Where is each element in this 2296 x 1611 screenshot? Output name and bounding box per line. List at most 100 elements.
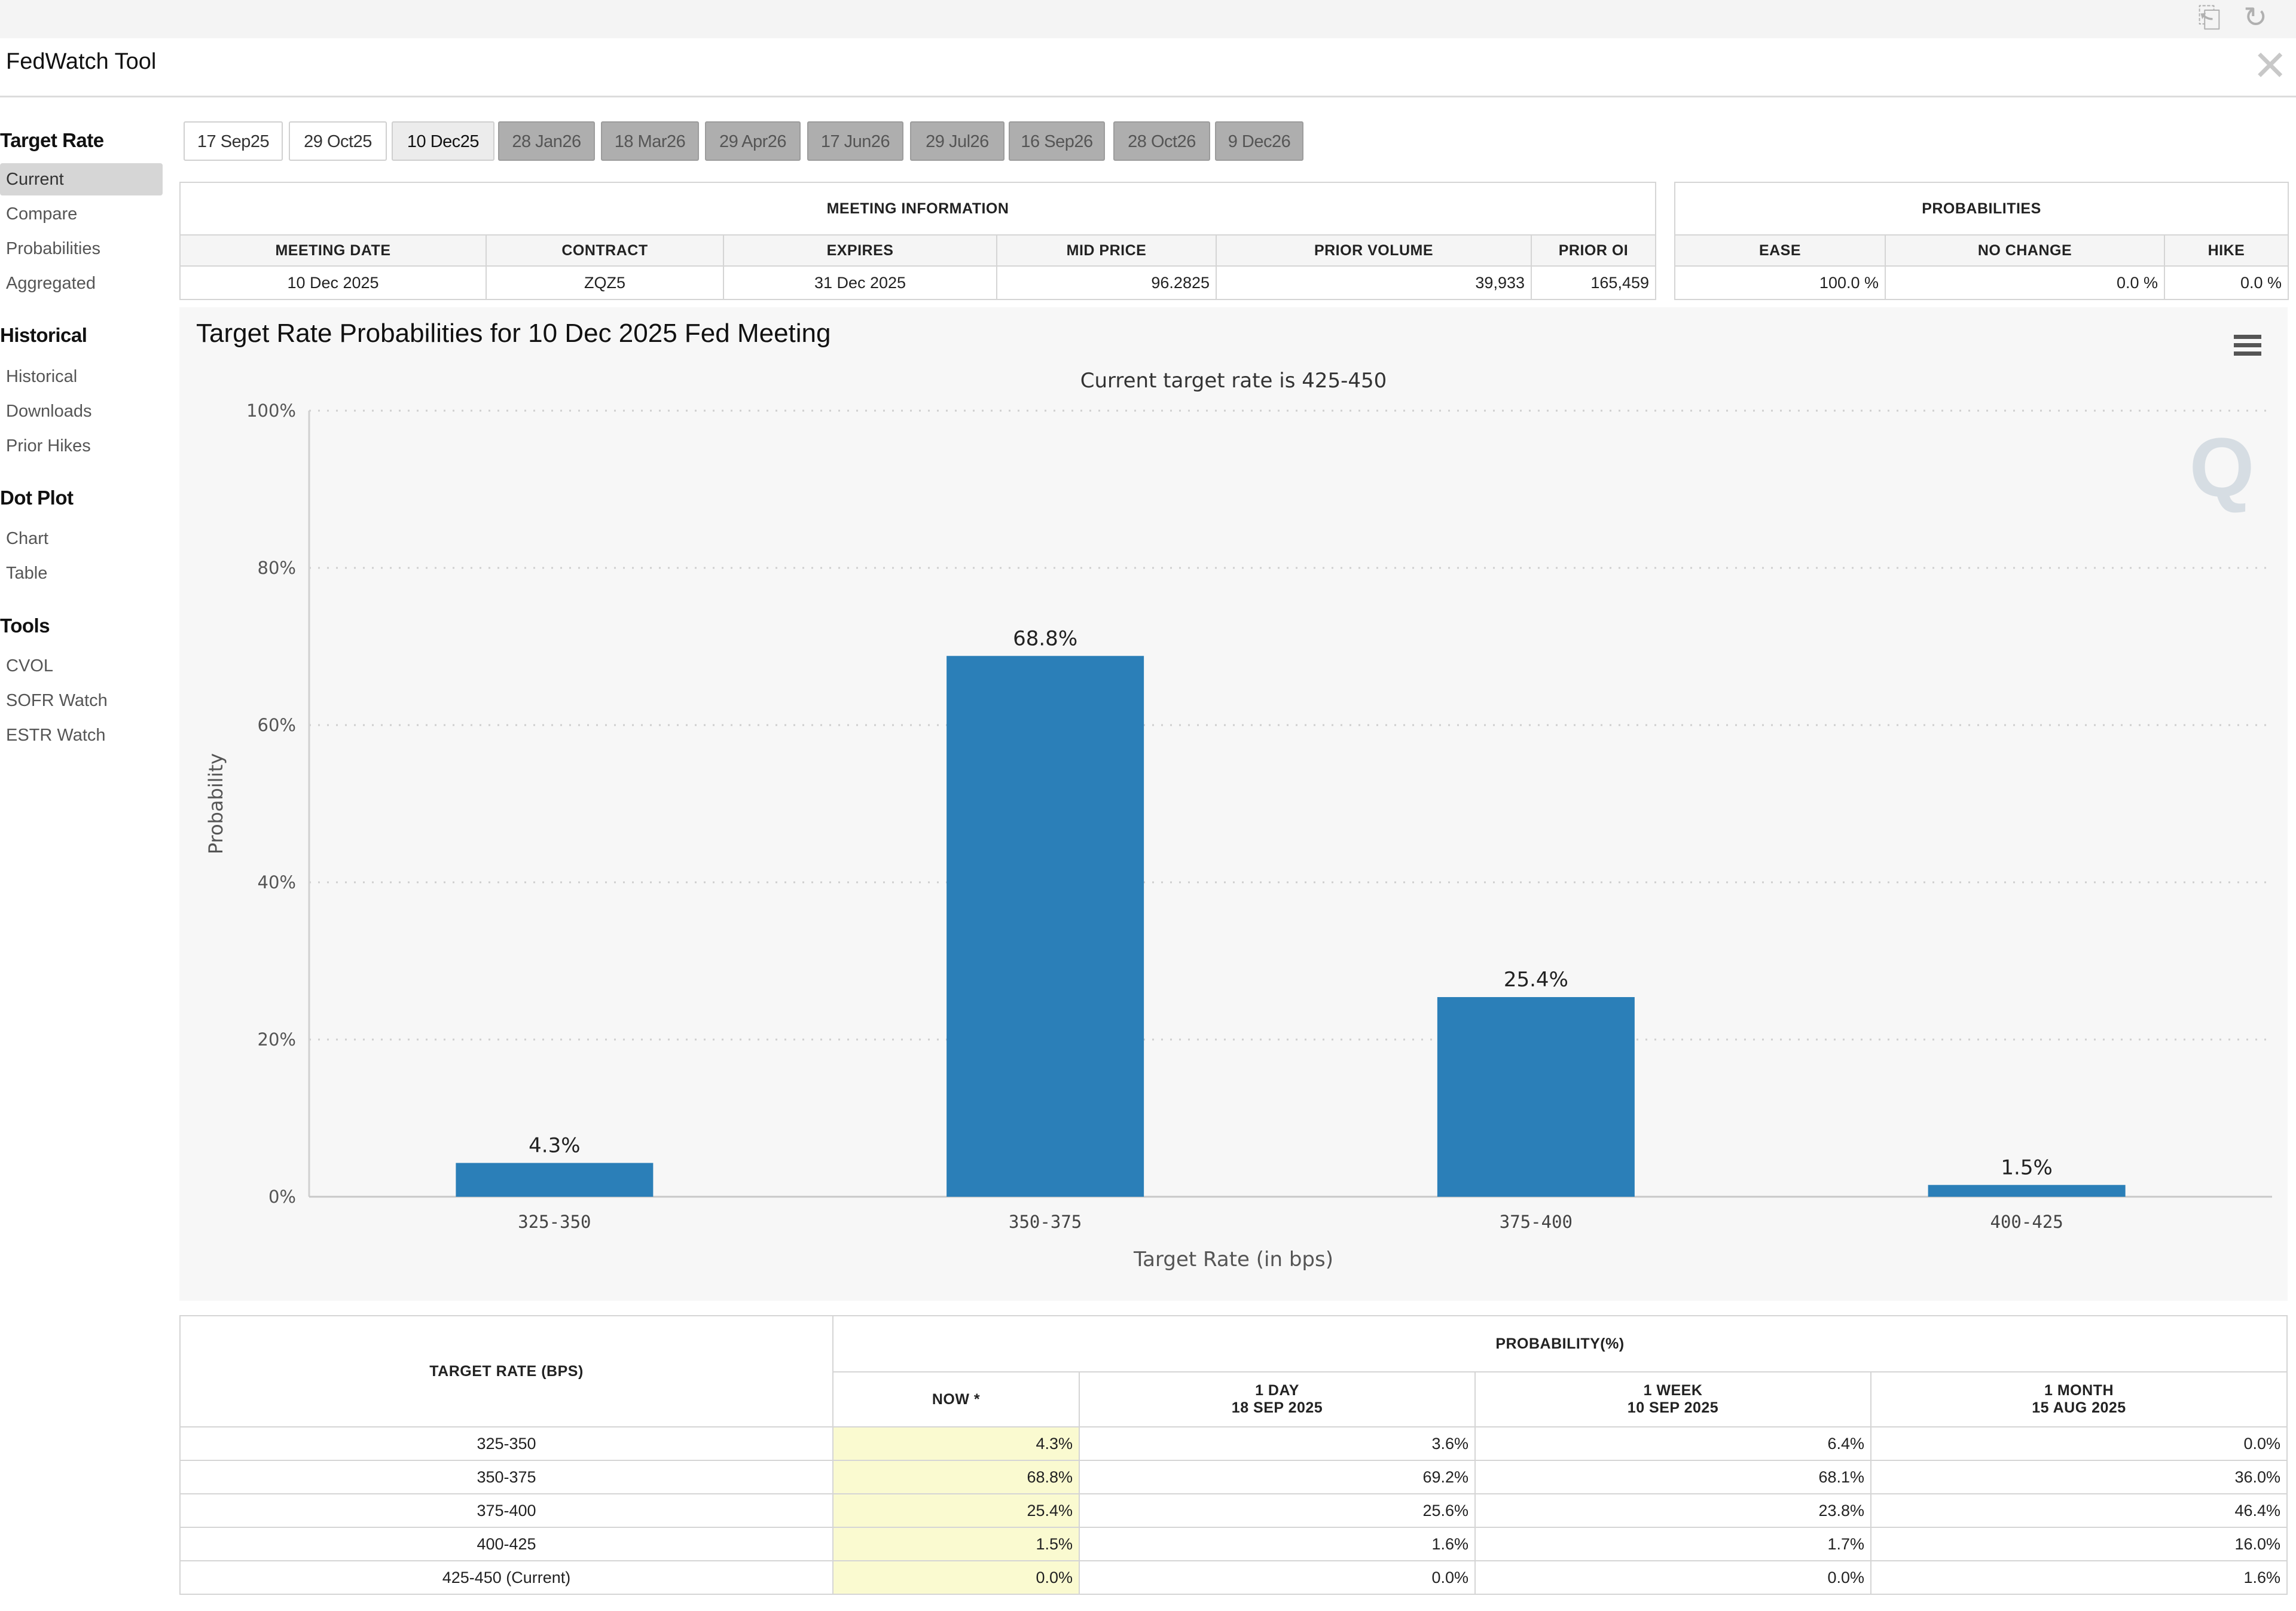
month-cell: 46.4% <box>1870 1493 2288 1528</box>
col-mid-price: MID PRICE <box>996 234 1217 267</box>
col-1-day-date: 18 SEP 2025 <box>1231 1399 1323 1416</box>
sidebar-item-compare[interactable]: Compare <box>6 204 78 224</box>
tab-29-jul26[interactable]: 29 Jul26 <box>910 121 1004 161</box>
col-no-change: NO CHANGE <box>1885 234 2165 267</box>
rate-cell: 375-400 <box>179 1493 833 1528</box>
sidebar-heading-dot-plot: Dot Plot <box>0 487 74 509</box>
month-cell: 36.0% <box>1870 1460 2288 1494</box>
month-cell: 1.6% <box>1870 1560 2288 1595</box>
tab-28-oct26[interactable]: 28 Oct26 <box>1113 121 1210 161</box>
col-1-day: 1 DAY 18 SEP 2025 <box>1079 1371 1476 1427</box>
sidebar-item-estr-watch[interactable]: ESTR Watch <box>6 726 106 745</box>
expires-value: 31 Dec 2025 <box>723 265 997 300</box>
sidebar-item-cvol[interactable]: CVOL <box>6 656 53 675</box>
tab-29-apr26[interactable]: 29 Apr26 <box>705 121 801 161</box>
tab-17-jun26[interactable]: 17 Jun26 <box>807 121 903 161</box>
rate-cell: 325-350 <box>179 1426 833 1461</box>
col-1-week-label: 1 WEEK <box>1643 1382 1703 1399</box>
chart-subtitle: Current target rate is 425-450 <box>1080 369 1387 393</box>
tab-29-oct25[interactable]: 29 Oct25 <box>289 121 387 161</box>
tab-9-dec26[interactable]: 9 Dec26 <box>1215 121 1303 161</box>
y-tick-label: 40% <box>258 872 296 892</box>
prior-oi-value: 165,459 <box>1531 265 1656 300</box>
col-expires: EXPIRES <box>723 234 997 267</box>
sidebar-item-current[interactable]: Current <box>0 163 163 195</box>
col-1-month-date: 15 AUG 2025 <box>2032 1399 2126 1416</box>
y-tick-label: 60% <box>258 715 296 735</box>
col-prior-oi: PRIOR OI <box>1531 234 1656 267</box>
sidebar-item-historical[interactable]: Historical <box>6 367 78 386</box>
rate-cell: 425-450 (Current) <box>179 1560 833 1595</box>
month-cell: 0.0% <box>1870 1426 2288 1461</box>
hamburger-menu-icon[interactable] <box>2234 351 2261 356</box>
col-hike: HIKE <box>2164 234 2289 267</box>
week-cell: 1.7% <box>1474 1527 1871 1561</box>
meeting-date-value: 10 Dec 2025 <box>179 265 487 300</box>
mid-price-value: 96.2825 <box>996 265 1217 300</box>
sidebar-item-prior-hikes[interactable]: Prior Hikes <box>6 436 91 456</box>
probabilities-table: PROBABILITIES EASE NO CHANGE HIKE 100.0 … <box>1674 182 2289 300</box>
y-tick-label: 100% <box>246 401 296 421</box>
sidebar-heading-target-rate: Target Rate <box>0 129 104 151</box>
probability-group-header: PROBABILITY(%) <box>832 1315 2288 1372</box>
tab-16-sep26[interactable]: 16 Sep26 <box>1009 121 1105 161</box>
now-cell: 4.3% <box>832 1426 1080 1461</box>
col-prior-volume: PRIOR VOLUME <box>1216 234 1532 267</box>
chart-bar <box>456 1163 654 1197</box>
col-contract: CONTRACT <box>486 234 724 267</box>
day-cell: 25.6% <box>1079 1493 1476 1528</box>
chart-title: Target Rate Probabilities for 10 Dec 202… <box>196 319 831 348</box>
rate-cell: 350-375 <box>179 1460 833 1494</box>
col-target-rate: TARGET RATE (BPS) <box>179 1315 833 1427</box>
chart-bar <box>947 656 1144 1197</box>
title-bar: FedWatch Tool ✕ <box>0 38 2296 97</box>
tab-17-sep25[interactable]: 17 Sep25 <box>184 121 283 161</box>
col-1-week: 1 WEEK 10 SEP 2025 <box>1474 1371 1871 1427</box>
sidebar-item-sofr-watch[interactable]: SOFR Watch <box>6 691 108 710</box>
y-tick-label: 80% <box>258 558 296 578</box>
y-tick-label: 20% <box>258 1029 296 1050</box>
app-title: FedWatch Tool <box>6 49 157 74</box>
y-axis-label: Probability <box>204 753 227 854</box>
table-row: 325-350 4.3% 3.6% 6.4% 0.0% <box>179 1426 2288 1461</box>
refresh-icon[interactable]: ↻ <box>2243 2 2268 33</box>
now-cell: 25.4% <box>832 1493 1080 1528</box>
sidebar-item-chart[interactable]: Chart <box>6 529 48 548</box>
sidebar-heading-historical: Historical <box>0 324 87 346</box>
x-axis-label: Target Rate (in bps) <box>1133 1248 1333 1271</box>
tab-10-dec25[interactable]: 10 Dec25 <box>392 121 494 161</box>
table-row: 400-425 1.5% 1.6% 1.7% 16.0% <box>179 1527 2288 1561</box>
day-cell: 69.2% <box>1079 1460 1476 1494</box>
probability-chart: Target Rate Probabilities for 10 Dec 202… <box>196 319 2272 1271</box>
sidebar-heading-tools: Tools <box>0 615 50 637</box>
no-change-value: 0.0 % <box>1885 265 2165 300</box>
x-tick-label: 400-425 <box>1990 1212 2063 1232</box>
sidebar-item-probabilities[interactable]: Probabilities <box>6 239 100 258</box>
col-1-month-label: 1 MONTH <box>2044 1382 2114 1399</box>
tab-18-mar26[interactable]: 18 Mar26 <box>601 121 699 161</box>
chart-bar <box>1437 996 1635 1197</box>
sidebar-item-table[interactable]: Table <box>6 564 48 583</box>
sidebar-item-aggregated[interactable]: Aggregated <box>6 274 96 293</box>
export-icon[interactable]: ⎗ <box>2197 2 2221 33</box>
sidebar-item-downloads[interactable]: Downloads <box>6 402 92 421</box>
meeting-info-title: MEETING INFORMATION <box>179 182 1656 236</box>
col-1-week-date: 10 SEP 2025 <box>1627 1399 1719 1416</box>
probabilities-title: PROBABILITIES <box>1674 182 2289 236</box>
col-now: NOW * <box>832 1371 1080 1427</box>
data-label: 25.4% <box>1504 968 1568 992</box>
now-cell: 0.0% <box>832 1560 1080 1595</box>
prior-volume-value: 39,933 <box>1216 265 1532 300</box>
data-label: 4.3% <box>529 1133 580 1157</box>
col-ease: EASE <box>1674 234 1886 267</box>
ease-value: 100.0 % <box>1674 265 1886 300</box>
data-label: 68.8% <box>1013 626 1077 650</box>
month-cell: 16.0% <box>1870 1527 2288 1561</box>
data-label: 1.5% <box>2001 1155 2052 1179</box>
week-cell: 0.0% <box>1474 1560 1871 1595</box>
probability-history-table: TARGET RATE (BPS) PROBABILITY(%) NOW * 1… <box>179 1315 2288 1595</box>
col-now-label: NOW * <box>932 1390 981 1408</box>
close-icon[interactable]: ✕ <box>2252 41 2288 90</box>
tab-28-jan26[interactable]: 28 Jan26 <box>498 121 595 161</box>
col-1-month: 1 MONTH 15 AUG 2025 <box>1870 1371 2288 1427</box>
